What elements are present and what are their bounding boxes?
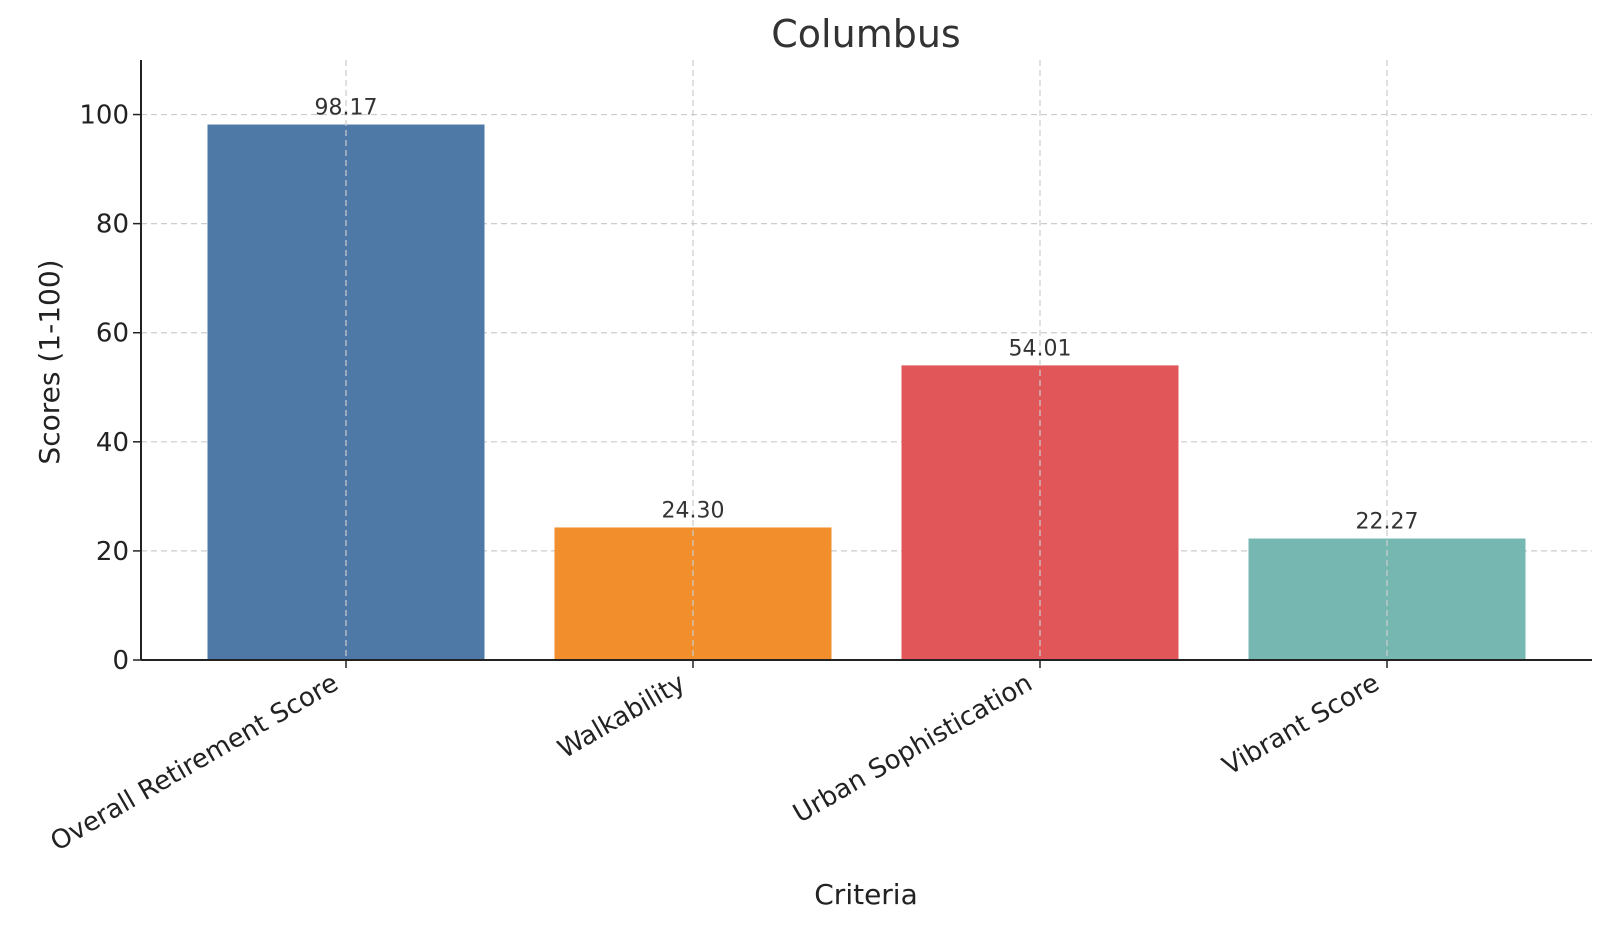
x-tick-label: Vibrant Score <box>1218 668 1385 782</box>
bar <box>1248 538 1526 660</box>
y-tick-label: 40 <box>96 428 129 458</box>
bar-value-label: 98.17 <box>315 96 378 121</box>
axes <box>133 60 1592 668</box>
x-tick-label: Overall Retirement Score <box>46 668 344 857</box>
y-tick-label: 80 <box>96 210 129 240</box>
bar-value-label: 24.30 <box>662 498 725 523</box>
bars <box>207 124 1526 660</box>
y-tick-label: 20 <box>96 537 129 567</box>
y-tick-label: 100 <box>79 101 129 131</box>
y-tick-label: 60 <box>96 319 129 349</box>
y-tick-label: 0 <box>112 646 129 676</box>
x-axis-title: Criteria <box>814 878 918 911</box>
chart-title: Columbus <box>771 12 960 56</box>
bar-value-label: 22.27 <box>1356 510 1419 535</box>
bar-value-label: 54.01 <box>1009 336 1072 361</box>
y-axis-title: Scores (1-100) <box>33 259 66 464</box>
x-tick-label: Walkability <box>553 668 691 765</box>
x-tick-label: Urban Sophistication <box>788 668 1037 829</box>
